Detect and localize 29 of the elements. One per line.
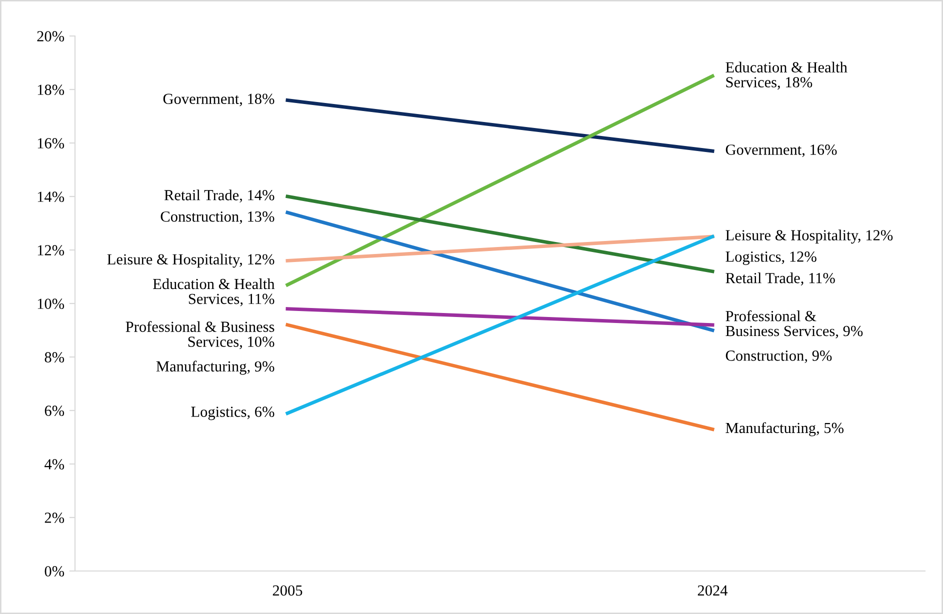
y-tick-label: 2%	[44, 512, 64, 523]
data-label: Logistics, 6%	[191, 406, 274, 420]
x-tick-label: 2005	[272, 585, 302, 596]
data-label: Education & Health Services, 18%	[726, 62, 848, 90]
y-tick-label: 6%	[44, 406, 64, 416]
data-label: Construction, 9%	[726, 350, 832, 364]
y-tick-label: 10%	[38, 298, 64, 309]
y-tick-label: 4%	[44, 459, 64, 470]
data-label: Leisure & Hospitality, 12%	[726, 230, 893, 244]
data-label: Retail Trade, 11%	[726, 272, 835, 286]
data-label: Government, 16%	[726, 144, 837, 158]
y-tick-label: 20%	[37, 31, 64, 42]
data-label: Education & Health Services, 11%	[153, 278, 275, 306]
data-label: Leisure & Hospitality, 12%	[107, 254, 274, 268]
y-tick-label: 18%	[38, 84, 64, 95]
data-label: Logistics, 12%	[726, 251, 816, 265]
x-tick-label: 2024	[698, 585, 728, 596]
y-tick-label: 14%	[38, 192, 64, 202]
data-label: Manufacturing, 5%	[726, 422, 844, 436]
data-label: Retail Trade, 14%	[164, 190, 274, 203]
data-label: Construction, 13%	[160, 211, 274, 224]
y-tick-label: 12%	[38, 245, 64, 256]
data-label: Professional & Business Services, 10%	[126, 321, 274, 350]
data-label: Professional & Business Services, 9%	[726, 310, 863, 338]
data-label: Government, 18%	[163, 94, 274, 106]
y-tick-label: 8%	[44, 352, 64, 362]
data-label: Manufacturing, 9%	[156, 360, 274, 375]
y-tick-label: 16%	[38, 138, 64, 148]
y-tick-label: 0%	[44, 566, 64, 576]
